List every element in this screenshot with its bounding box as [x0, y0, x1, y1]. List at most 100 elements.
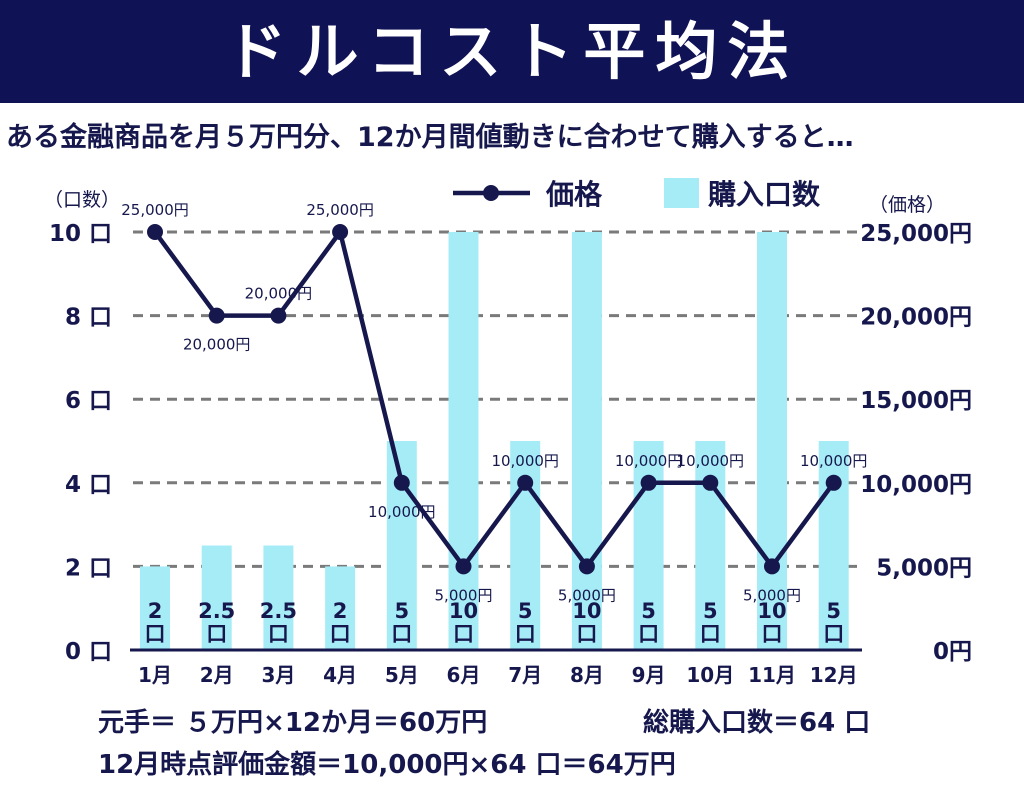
- x-tick-label: 11月: [748, 663, 796, 687]
- x-tick-label: 9月: [632, 663, 666, 687]
- price-line: [153, 229, 836, 569]
- left-tick-label: 8 口: [65, 305, 112, 331]
- bar-label-unit: 口: [330, 622, 351, 646]
- bar-label-value: 2.5: [260, 599, 297, 623]
- price-point-label: 10,000円: [677, 452, 745, 470]
- bar-3月: [263, 545, 294, 650]
- right-tick-label: 15,000円: [860, 388, 972, 414]
- x-tick-label: 12月: [810, 663, 858, 687]
- bar-label-unit: 口: [453, 622, 474, 646]
- right-tick-label: 5,000円: [876, 555, 972, 581]
- price-point-label: 5,000円: [743, 586, 801, 604]
- bar-label-unit: 口: [515, 622, 536, 646]
- bar-2月: [201, 545, 232, 650]
- price-point-11月: [764, 558, 780, 575]
- price-point-label: 10,000円: [800, 452, 868, 470]
- point-labels: 25,000円 20,000円 20,000円 25,000円 10,000円 5,000…: [121, 201, 867, 604]
- footer-valuation: 12月時点評価金額＝10,000円×64 口＝64万円: [98, 750, 676, 780]
- right-tick-label: 20,000円: [860, 305, 972, 331]
- bar-label-unit: 口: [576, 622, 597, 646]
- price-point-10月: [702, 474, 719, 491]
- bar-label-value: 2.5: [198, 599, 235, 623]
- price-point-3月: [270, 307, 287, 324]
- price-point-label: 20,000円: [245, 285, 313, 303]
- footer-principal: 元手＝ ５万円×12か月＝60万円: [98, 708, 488, 738]
- bar-label-value: 5: [641, 599, 656, 623]
- price-point-label: 10,000円: [368, 503, 436, 521]
- left-tick-label: 10 口: [49, 221, 112, 247]
- page-title: ドルコスト平均法: [224, 15, 800, 88]
- price-point-8月: [578, 558, 595, 575]
- gridlines: [133, 230, 858, 568]
- bar-label-unit: 口: [145, 622, 166, 646]
- bar-4月: [325, 566, 356, 650]
- bar-label-unit: 口: [391, 622, 412, 646]
- right-tick-label: 10,000円: [860, 472, 972, 498]
- x-tick-label: 8月: [570, 663, 604, 687]
- left-tick-label: 2 口: [65, 555, 112, 581]
- legend-line-label: 価格: [545, 178, 603, 211]
- bar-8月: [571, 232, 602, 650]
- price-point-6月: [455, 558, 472, 575]
- bar-label-value: 10: [757, 599, 786, 623]
- bar-label-value: 5: [518, 599, 533, 623]
- price-point-2月: [208, 307, 225, 324]
- line-series: [147, 224, 842, 575]
- price-point-label: 10,000円: [491, 452, 559, 470]
- bar-label-unit: 口: [823, 622, 844, 646]
- left-tick-label: 4 口: [65, 472, 112, 498]
- right-tick-label: 25,000円: [860, 221, 972, 247]
- bar-6月: [448, 232, 479, 650]
- x-tick-label: 10月: [686, 663, 734, 687]
- legend-bar-label: 購入口数: [708, 178, 821, 211]
- price-point-5月: [393, 474, 410, 491]
- right-tick-label: 0円: [933, 639, 972, 665]
- bar-series: [140, 232, 849, 650]
- bar-label-value: 10: [572, 599, 601, 623]
- price-point-label: 25,000円: [121, 201, 189, 219]
- price-point-label: 5,000円: [558, 586, 616, 604]
- bar-label-value: 5: [394, 599, 409, 623]
- price-point-4月: [332, 224, 349, 240]
- right-axis-title: （価格）: [869, 194, 945, 216]
- x-tick-label: 1月: [138, 663, 172, 687]
- price-point-7月: [517, 474, 534, 491]
- legend-line-marker: [483, 185, 499, 201]
- legend: 価格 購入口数: [453, 178, 821, 211]
- x-tick-label: 6月: [447, 663, 481, 687]
- bar-label-unit: 口: [206, 622, 227, 646]
- bar-1月: [140, 566, 170, 650]
- axes: 1月 2月 3月 4月 5月 6月 7月 8月 9月 10月 11月 12月 （口数） 0 口 2 口 4 口…: [44, 189, 972, 687]
- bar-label-unit: 口: [762, 622, 783, 646]
- legend-bar-swatch: [664, 178, 699, 208]
- x-tick-label: 2月: [200, 663, 234, 687]
- x-tick-label: 3月: [261, 663, 295, 687]
- price-point-1月: [147, 224, 163, 240]
- bar-label-value: 5: [826, 599, 841, 623]
- footer-total-units: 総購入口数＝64 口: [643, 708, 871, 738]
- left-tick-label: 6 口: [65, 388, 112, 414]
- price-point-label: 25,000円: [306, 201, 374, 219]
- x-tick-label: 5月: [385, 663, 419, 687]
- price-point-label: 10,000円: [615, 452, 683, 470]
- title-banner: [0, 0, 1024, 103]
- bar-label-value: 10: [449, 599, 478, 623]
- price-point-label: 20,000円: [183, 336, 251, 354]
- left-axis-title: （口数）: [44, 189, 120, 211]
- bar-label-value: 2: [148, 599, 163, 623]
- left-tick-label: 0 口: [65, 639, 112, 665]
- price-point-9月: [640, 474, 657, 491]
- bar-label-unit: 口: [638, 622, 659, 646]
- bar-label-unit: 口: [700, 622, 721, 646]
- bar-label-unit: 口: [268, 622, 289, 646]
- bar-11月: [757, 232, 787, 650]
- bar-label-value: 2: [333, 599, 348, 623]
- price-point-12月: [825, 474, 842, 491]
- x-tick-label: 7月: [508, 663, 542, 687]
- price-point-label: 5,000円: [435, 586, 493, 604]
- bar-label-value: 5: [703, 599, 718, 623]
- x-tick-label: 4月: [323, 663, 357, 687]
- page-subtitle: ある金融商品を月５万円分、12か月間値動きに合わせて購入すると…: [6, 122, 854, 153]
